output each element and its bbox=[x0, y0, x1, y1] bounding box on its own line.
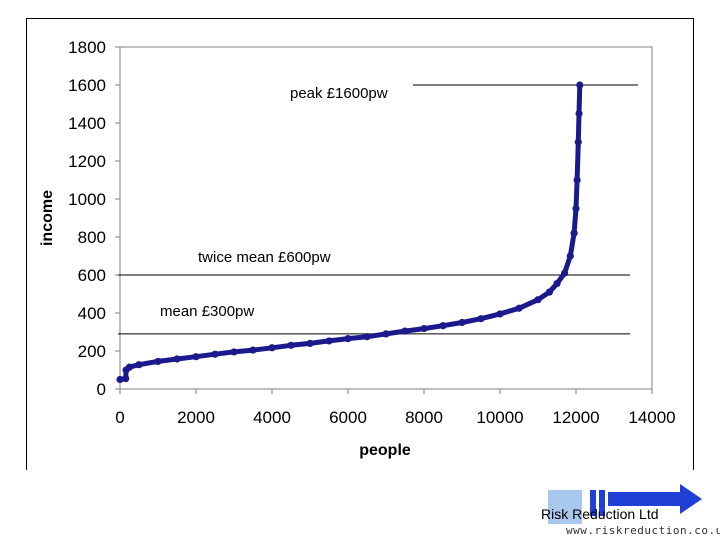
data-point bbox=[553, 279, 561, 288]
y-tick-label: 200 bbox=[78, 342, 106, 361]
data-point bbox=[573, 176, 581, 184]
data-point bbox=[496, 310, 504, 318]
x-axis-title: people bbox=[359, 442, 411, 459]
risk-reduction-logo bbox=[540, 482, 715, 538]
axes bbox=[115, 46, 653, 394]
data-point bbox=[306, 339, 314, 347]
x-tick-label: 0 bbox=[115, 408, 124, 427]
x-tick-label: 4000 bbox=[253, 408, 291, 427]
data-point bbox=[363, 333, 371, 341]
reference-lines: peak £1600pw twice mean £600pw mean £300pw bbox=[118, 84, 638, 335]
data-point bbox=[458, 318, 466, 327]
company-url: www.riskreduction.co.uk bbox=[566, 524, 720, 537]
y-tick-label: 0 bbox=[97, 380, 106, 399]
x-tick-label: 14000 bbox=[628, 408, 675, 427]
data-point bbox=[344, 335, 352, 343]
data-point bbox=[570, 229, 578, 237]
series-markers bbox=[116, 81, 584, 384]
logo-square bbox=[548, 490, 582, 524]
x-tick-label: 12000 bbox=[552, 408, 599, 427]
y-tick-label: 1200 bbox=[68, 152, 106, 171]
data-point bbox=[116, 375, 124, 384]
y-axis-title: income bbox=[39, 190, 56, 246]
tick-labels: 0 200 400 600 800 1000 1200 1400 1600 1800 0 2000 40… bbox=[68, 38, 675, 427]
x-tick-label: 10000 bbox=[476, 408, 523, 427]
data-point bbox=[477, 315, 485, 323]
data-point bbox=[515, 304, 523, 312]
data-point bbox=[574, 138, 582, 146]
x-tick-label: 8000 bbox=[405, 408, 443, 427]
data-point bbox=[401, 327, 409, 335]
y-tick-label: 1400 bbox=[68, 114, 106, 133]
company-name: Risk Reduction Ltd bbox=[541, 506, 659, 522]
data-point bbox=[249, 346, 257, 354]
y-tick-label: 800 bbox=[78, 228, 106, 247]
chart-frame bbox=[26, 18, 694, 470]
data-point bbox=[575, 109, 583, 118]
y-tick-label: 1600 bbox=[68, 76, 106, 95]
logo-bar bbox=[599, 490, 605, 516]
logo-arrow-icon bbox=[548, 484, 702, 524]
data-point bbox=[154, 357, 162, 366]
data-point bbox=[439, 322, 447, 330]
reference-line-label: peak £1600pw bbox=[290, 85, 388, 102]
x-tick-label: 2000 bbox=[177, 408, 215, 427]
logo-bar bbox=[590, 490, 596, 516]
y-tick-label: 1000 bbox=[68, 190, 106, 209]
data-point bbox=[420, 324, 428, 333]
logo-arrow bbox=[608, 484, 702, 514]
data-point bbox=[268, 344, 276, 352]
data-point bbox=[173, 355, 181, 363]
series-line bbox=[119, 84, 583, 382]
data-point bbox=[192, 353, 200, 361]
x-tick-label: 6000 bbox=[329, 408, 367, 427]
reference-line-label: mean £300pw bbox=[160, 303, 254, 320]
data-point bbox=[125, 363, 134, 371]
y-tick-label: 400 bbox=[78, 304, 106, 323]
data-point bbox=[561, 269, 569, 277]
reference-line-label: twice mean £600pw bbox=[198, 249, 331, 266]
data-point bbox=[545, 288, 554, 296]
data-point bbox=[230, 348, 238, 356]
data-point bbox=[135, 361, 143, 369]
plot-area bbox=[119, 46, 653, 390]
data-point bbox=[572, 204, 580, 213]
data-point bbox=[534, 296, 542, 304]
data-point bbox=[287, 341, 295, 349]
data-point bbox=[325, 337, 333, 345]
data-point bbox=[566, 252, 574, 260]
data-point bbox=[122, 374, 130, 383]
y-tick-label: 1800 bbox=[68, 38, 106, 57]
data-series bbox=[116, 81, 584, 384]
data-point bbox=[382, 330, 390, 338]
data-point bbox=[576, 81, 584, 89]
y-tick-label: 600 bbox=[78, 266, 106, 285]
data-point bbox=[211, 350, 219, 358]
